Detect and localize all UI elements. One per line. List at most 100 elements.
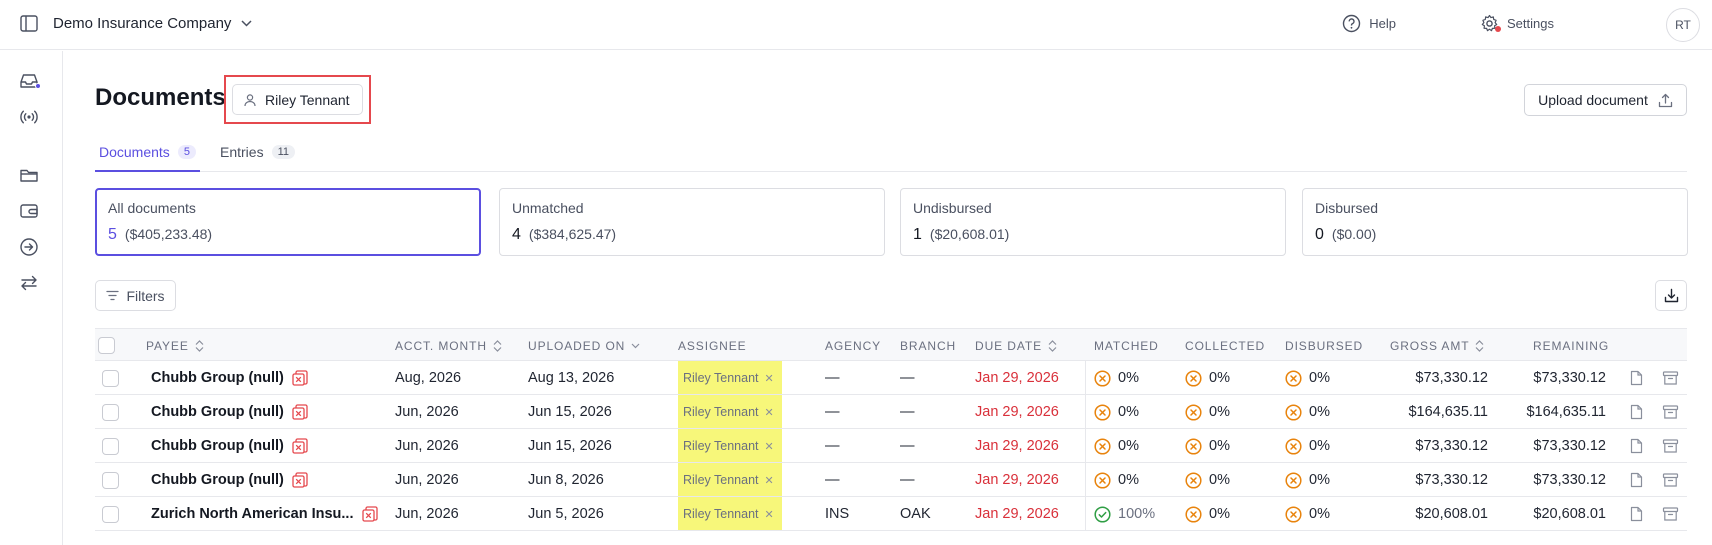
help-button[interactable]: Help: [1342, 14, 1396, 33]
disbursed-value: 0%: [1309, 404, 1330, 420]
archive-icon[interactable]: [1662, 463, 1679, 497]
summary-card-label: Disbursed: [1315, 200, 1379, 216]
assignee-tag[interactable]: Riley Tennant ✕: [683, 439, 774, 453]
assignee-tag[interactable]: Riley Tennant ✕: [683, 507, 774, 521]
remove-assignee-icon[interactable]: ✕: [764, 372, 774, 385]
archive-icon[interactable]: [1662, 361, 1679, 395]
summary-card-label: All documents: [108, 200, 196, 216]
upload-document-button[interactable]: Upload document: [1524, 84, 1687, 116]
remove-assignee-icon[interactable]: ✕: [764, 440, 774, 453]
assignee-cell: Riley Tennant ✕: [683, 497, 774, 531]
assignee-filter-button[interactable]: Riley Tennant: [232, 84, 363, 115]
document-icon[interactable]: [1630, 497, 1643, 531]
inbox-icon[interactable]: [19, 71, 41, 91]
payee-cell: Chubb Group (null): [151, 361, 309, 395]
col-label: DUE DATE: [975, 338, 1042, 353]
payee-name: Chubb Group (null): [151, 370, 284, 386]
disbursed-value: 0%: [1309, 438, 1330, 454]
archive-icon[interactable]: [1662, 429, 1679, 463]
col-payee[interactable]: PAYEE: [146, 329, 204, 362]
col-acct-month[interactable]: ACCT. MONTH: [395, 329, 502, 362]
row-select-cell: [102, 429, 119, 463]
arrow-circle-right-icon[interactable]: [19, 237, 39, 257]
remove-assignee-icon[interactable]: ✕: [764, 406, 774, 419]
table-row[interactable]: Chubb Group (null) Jun, 2026 Jun 15, 202…: [95, 429, 1687, 463]
disbursed-cell: 0%: [1285, 429, 1330, 463]
summary-card-all-documents[interactable]: All documents 5 ($405,233.48): [95, 188, 481, 256]
remove-assignee-icon[interactable]: ✕: [764, 474, 774, 487]
row-checkbox[interactable]: [102, 403, 119, 421]
summary-card-unmatched[interactable]: Unmatched 4 ($384,625.47): [499, 188, 885, 256]
document-error-icon[interactable]: [291, 403, 309, 421]
page-title: Documents: [95, 84, 226, 111]
avatar[interactable]: RT: [1666, 8, 1700, 42]
archive-icon[interactable]: [1662, 497, 1679, 531]
sort-icon: [1048, 339, 1057, 352]
row-checkbox[interactable]: [102, 369, 119, 387]
matched-value: 0%: [1118, 472, 1139, 488]
download-icon: [1664, 288, 1679, 303]
x-circle-icon: [1185, 403, 1202, 421]
settings-button[interactable]: Settings: [1480, 14, 1554, 33]
assignee-tag[interactable]: Riley Tennant ✕: [683, 405, 774, 419]
agency-cell: —: [825, 438, 840, 454]
matched-cell: 0%: [1094, 429, 1139, 463]
disbursed-value: 0%: [1309, 370, 1330, 386]
broadcast-icon[interactable]: [19, 107, 39, 127]
row-checkbox[interactable]: [102, 505, 119, 523]
col-label: DISBURSED: [1285, 338, 1364, 353]
transfer-arrows-icon[interactable]: [19, 273, 39, 293]
summary-card-undisbursed[interactable]: Undisbursed 1 ($20,608.01): [900, 188, 1286, 256]
tab-documents[interactable]: Documents 5: [95, 136, 200, 172]
sort-icon: [195, 339, 204, 352]
col-due-date[interactable]: DUE DATE: [975, 329, 1057, 362]
x-circle-icon: [1285, 437, 1302, 455]
summary-card-amount: ($384,625.47): [528, 226, 617, 242]
document-icon[interactable]: [1630, 395, 1643, 429]
branch-cell: —: [900, 370, 915, 386]
tab-entries[interactable]: Entries 11: [220, 136, 295, 172]
document-error-icon[interactable]: [291, 471, 309, 489]
document-icon[interactable]: [1630, 429, 1643, 463]
col-uploaded-on[interactable]: UPLOADED ON: [528, 329, 640, 362]
col-label: GROSS AMT: [1390, 338, 1470, 353]
download-button[interactable]: [1655, 280, 1687, 311]
sidebar-toggle-icon[interactable]: [20, 15, 38, 32]
due-date-cell: Jan 29, 2026: [975, 472, 1059, 488]
table-row[interactable]: Chubb Group (null) Aug, 2026 Aug 13, 202…: [95, 361, 1687, 395]
matched-value: 0%: [1118, 370, 1139, 386]
row-checkbox[interactable]: [102, 471, 119, 489]
filters-button[interactable]: Filters: [95, 280, 176, 311]
table-row[interactable]: Zurich North American Insu... Jun, 2026 …: [95, 497, 1687, 531]
col-assignee: ASSIGNEE: [678, 329, 747, 362]
col-gross-amt[interactable]: GROSS AMT: [1390, 329, 1484, 362]
document-icon[interactable]: [1630, 361, 1643, 395]
document-icon[interactable]: [1630, 463, 1643, 497]
summary-card-label: Unmatched: [512, 200, 584, 216]
company-switcher[interactable]: Demo Insurance Company: [53, 15, 252, 32]
summary-card-amount: ($0.00): [1331, 226, 1377, 242]
table-row[interactable]: Chubb Group (null) Jun, 2026 Jun 15, 202…: [95, 395, 1687, 429]
assignee-tag[interactable]: Riley Tennant ✕: [683, 371, 774, 385]
branch-cell: —: [900, 438, 915, 454]
document-error-icon[interactable]: [291, 437, 309, 455]
wallet-icon[interactable]: [19, 201, 39, 221]
assignee-tag[interactable]: Riley Tennant ✕: [683, 473, 774, 487]
select-all-checkbox[interactable]: [98, 337, 115, 354]
tab-bar: Documents 5 Entries 11: [95, 136, 1687, 172]
assignee-column-highlight: [678, 361, 782, 531]
documents-table: PAYEE ACCT. MONTH UPLOADED ON ASSIGNEE A…: [95, 328, 1687, 531]
assignee-cell: Riley Tennant ✕: [683, 361, 774, 395]
disbursed-cell: 0%: [1285, 463, 1330, 497]
row-checkbox[interactable]: [102, 437, 119, 455]
document-error-icon[interactable]: [361, 505, 379, 523]
archive-icon[interactable]: [1662, 395, 1679, 429]
summary-card-disbursed[interactable]: Disbursed 0 ($0.00): [1302, 188, 1688, 256]
remove-assignee-icon[interactable]: ✕: [764, 508, 774, 521]
remaining-cell: $20,608.01: [1533, 506, 1606, 522]
folder-icon[interactable]: [19, 165, 39, 185]
x-circle-icon: [1285, 471, 1302, 489]
table-row[interactable]: Chubb Group (null) Jun, 2026 Jun 8, 2026…: [95, 463, 1687, 497]
document-error-icon[interactable]: [291, 369, 309, 387]
payee-name: Chubb Group (null): [151, 472, 284, 488]
